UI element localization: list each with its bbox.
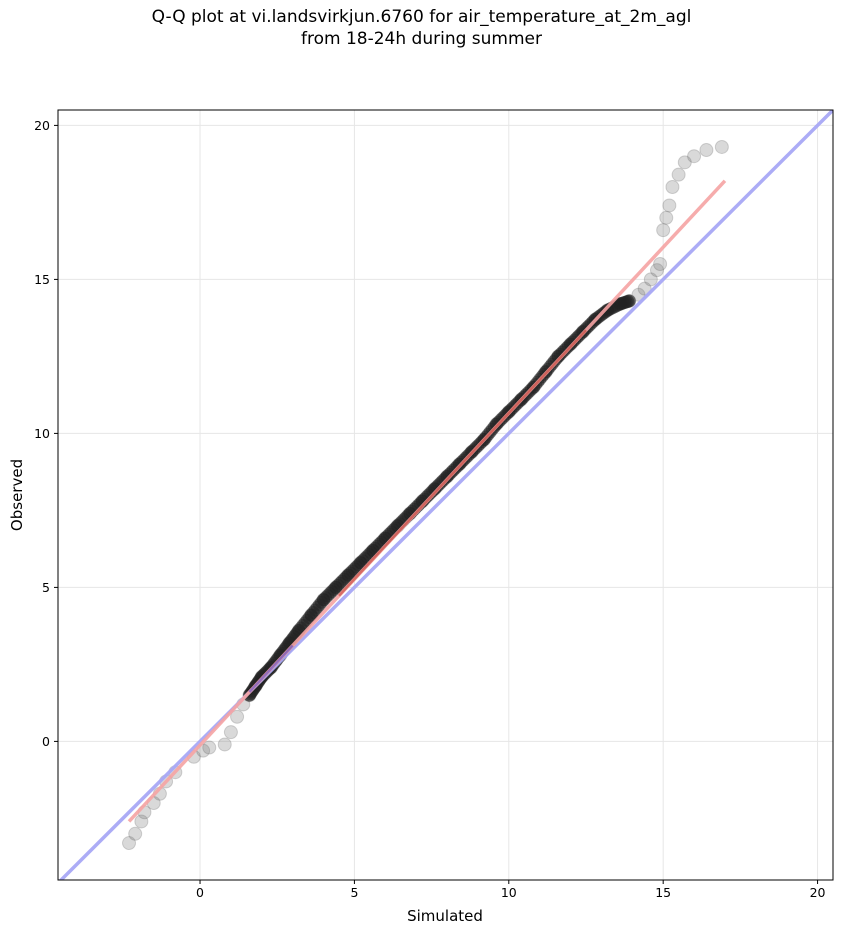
quantile-point (671, 167, 686, 182)
chart-title-line-1: Q-Q plot at vi.landsvirkjun.6760 for air… (151, 7, 692, 27)
plot-frame (57, 109, 834, 881)
quantile-point (714, 139, 729, 154)
chart-title-line-2: from 18-24h during summer (301, 29, 542, 49)
quantile-point (656, 223, 671, 238)
quantile-point (621, 294, 635, 308)
plot-area (58, 110, 833, 880)
quantile-point (699, 143, 714, 158)
quantile-point (643, 272, 658, 287)
quantile-point (662, 198, 677, 213)
quantile-point (665, 180, 680, 194)
quantile-point (653, 257, 668, 271)
y-axis-label: Observed (8, 459, 26, 531)
y-tick-label: 20 (34, 118, 50, 133)
x-tick-label: 0 (196, 885, 204, 900)
quantile-point (134, 814, 149, 829)
quantile-points (122, 139, 729, 851)
quantile-point (128, 826, 143, 841)
x-axis-ticks: 0 5 10 15 20 (196, 880, 826, 900)
x-tick-label: 15 (655, 885, 671, 900)
quantile-point (659, 210, 674, 225)
y-tick-label: 0 (42, 734, 50, 749)
quantile-point (650, 263, 665, 278)
quantile-point (677, 155, 692, 170)
x-tick-label: 5 (350, 885, 358, 900)
y-tick-label: 5 (42, 580, 50, 595)
y-tick-label: 15 (34, 272, 50, 287)
x-tick-label: 10 (501, 885, 517, 900)
identity-line (58, 110, 833, 880)
quantile-point (122, 836, 137, 851)
identity-line-core (248, 644, 294, 693)
reference-lines (58, 110, 833, 880)
x-tick-label: 20 (810, 885, 826, 900)
y-axis-ticks: 0 5 10 15 20 (34, 118, 58, 749)
chart-title: Q-Q plot at vi.landsvirkjun.6760 for air… (0, 6, 843, 50)
quantile-point (230, 709, 245, 724)
quantile-point (687, 149, 702, 164)
quantile-point (223, 725, 238, 740)
grid-lines (58, 110, 833, 880)
x-axis-label: Simulated (407, 907, 483, 925)
quantile-point (217, 737, 232, 752)
y-tick-label: 10 (34, 426, 50, 441)
quantile-point (202, 740, 217, 755)
fit-line-core (338, 329, 587, 597)
quantile-point (637, 281, 652, 296)
quantile-point (631, 287, 646, 302)
